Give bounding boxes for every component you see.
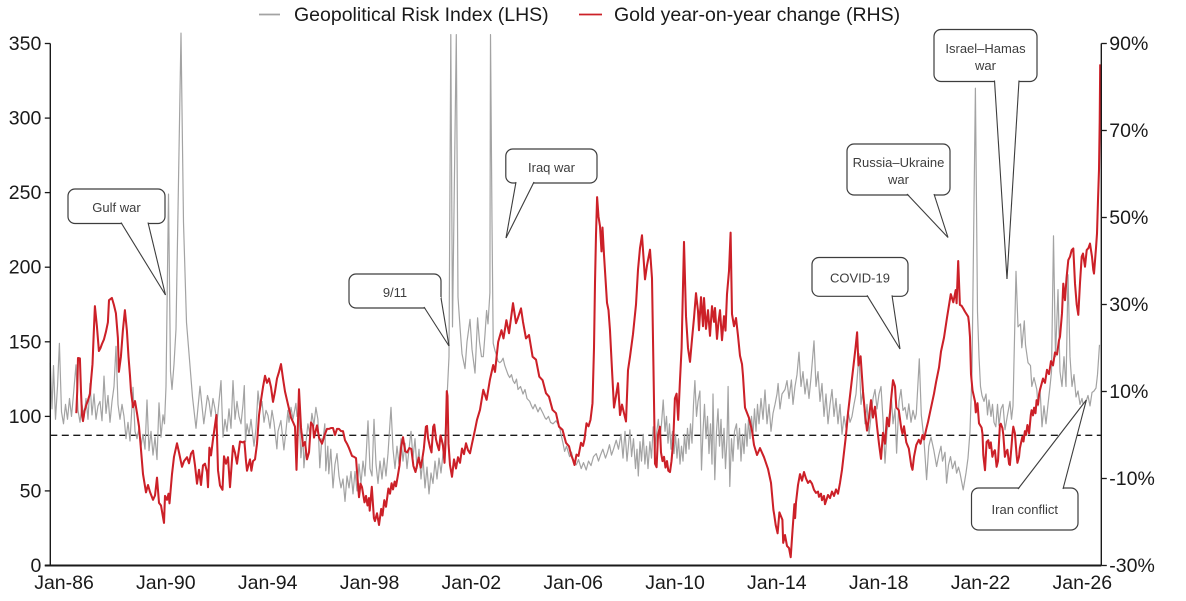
svg-text:150: 150	[9, 331, 42, 353]
svg-text:250: 250	[9, 182, 42, 204]
svg-text:300: 300	[9, 108, 42, 130]
svg-text:Jan-98: Jan-98	[340, 572, 400, 594]
svg-text:350: 350	[9, 33, 42, 55]
svg-text:Jan-10: Jan-10	[645, 572, 705, 594]
svg-text:Jan-90: Jan-90	[136, 572, 196, 594]
svg-text:10%: 10%	[1109, 381, 1148, 403]
svg-text:100: 100	[9, 406, 42, 428]
svg-text:war: war	[887, 172, 910, 187]
svg-text:Iran conflict: Iran conflict	[992, 502, 1059, 517]
svg-text:Jan-26: Jan-26	[1052, 572, 1112, 594]
svg-text:Gulf war: Gulf war	[92, 200, 141, 215]
svg-text:70%: 70%	[1109, 120, 1148, 142]
svg-text:Jan-06: Jan-06	[543, 572, 603, 594]
svg-text:-30%: -30%	[1109, 555, 1155, 577]
svg-text:Jan-14: Jan-14	[747, 572, 807, 594]
svg-text:30%: 30%	[1109, 294, 1148, 316]
svg-text:war: war	[974, 58, 997, 73]
svg-text:Russia–Ukraine: Russia–Ukraine	[853, 155, 945, 170]
svg-text:50%: 50%	[1109, 207, 1148, 229]
svg-text:Jan-94: Jan-94	[238, 572, 298, 594]
svg-text:0: 0	[30, 555, 41, 577]
svg-text:Israel–Hamas: Israel–Hamas	[945, 41, 1026, 56]
svg-text:Jan-86: Jan-86	[34, 572, 94, 594]
svg-text:9/11: 9/11	[383, 285, 407, 300]
svg-text:90%: 90%	[1109, 33, 1148, 55]
svg-text:50: 50	[20, 480, 42, 502]
svg-text:COVID-19: COVID-19	[830, 271, 890, 286]
svg-text:Geopolitical Risk Index (LHS): Geopolitical Risk Index (LHS)	[294, 4, 549, 26]
svg-text:Jan-18: Jan-18	[849, 572, 909, 594]
svg-text:200: 200	[9, 257, 42, 279]
svg-text:Jan-02: Jan-02	[441, 572, 501, 594]
svg-text:Jan-22: Jan-22	[951, 572, 1011, 594]
svg-text:Iraq war: Iraq war	[528, 160, 576, 175]
svg-text:Gold year-on-year change (RHS): Gold year-on-year change (RHS)	[614, 4, 900, 26]
svg-text:-10%: -10%	[1109, 468, 1155, 490]
